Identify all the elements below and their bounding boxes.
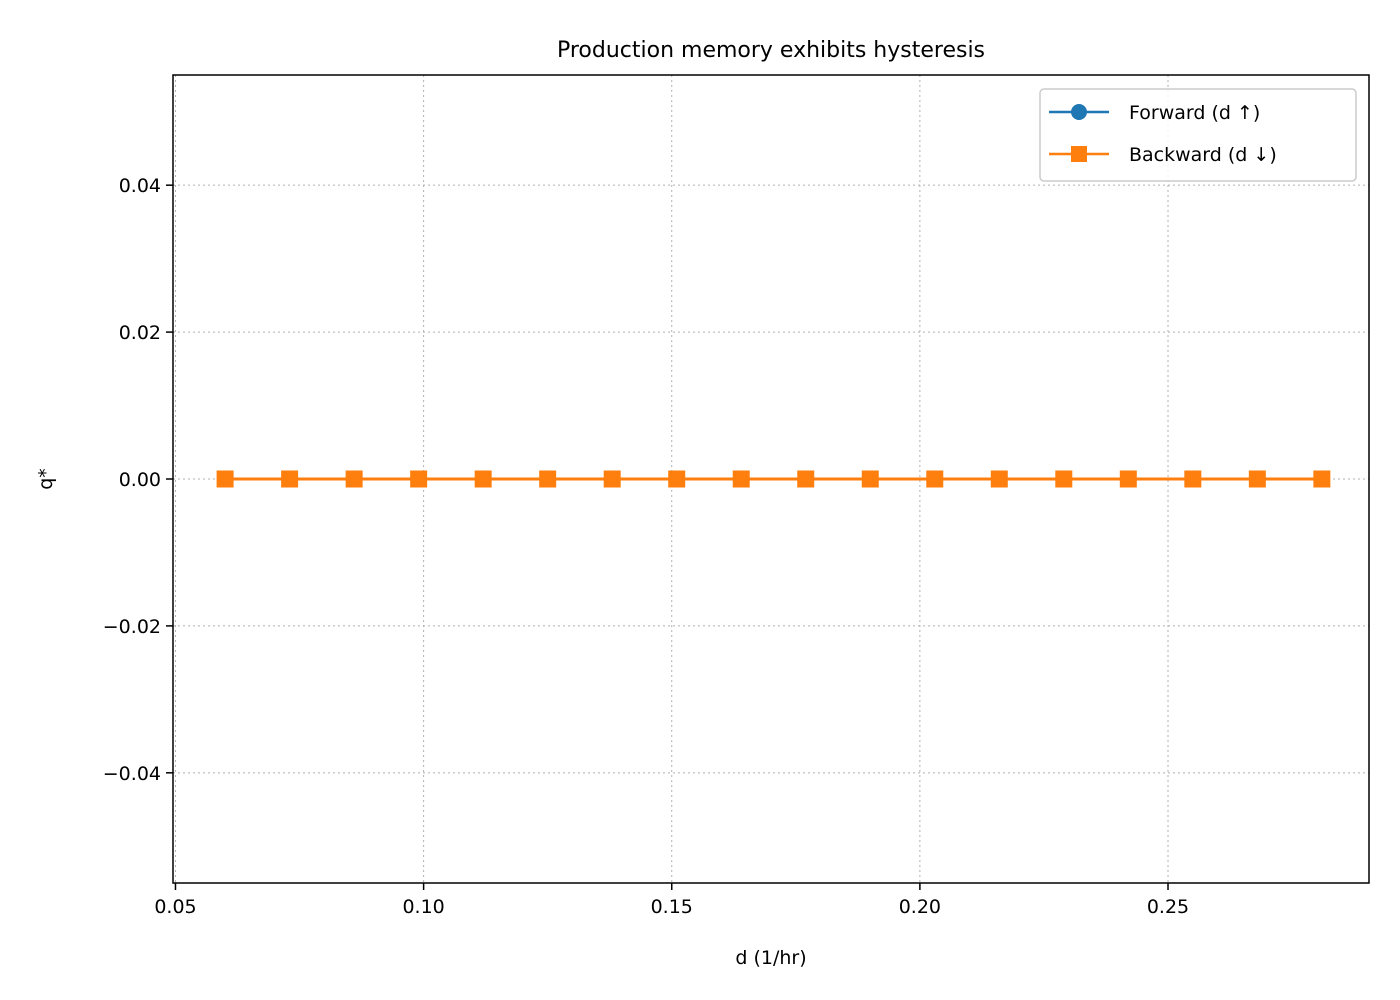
data-point — [474, 470, 492, 488]
y-tick-label: 0.02 — [119, 322, 161, 344]
legend-label-forward: Forward (d ↑) — [1129, 102, 1260, 124]
x-tick-label: 0.10 — [402, 896, 444, 918]
data-point — [1313, 470, 1331, 488]
y-tick-label: 0.00 — [119, 469, 161, 491]
series-layer — [216, 470, 1331, 488]
data-point — [668, 470, 686, 488]
legend: Forward (d ↑) Backward (d ↓) — [1039, 88, 1357, 182]
x-tick-label: 0.15 — [651, 896, 693, 918]
legend-label-backward: Backward (d ↓) — [1129, 144, 1277, 166]
x-axis-ticks: 0.05 0.10 0.15 0.20 0.25 — [154, 883, 1189, 918]
data-point — [1184, 470, 1202, 488]
data-point — [216, 470, 234, 488]
series-1 — [216, 470, 1331, 488]
data-point — [1248, 470, 1266, 488]
data-point — [345, 470, 363, 488]
x-tick-label: 0.20 — [899, 896, 941, 918]
data-point — [1119, 470, 1137, 488]
legend-marker-forward — [1071, 104, 1087, 120]
x-tick-label: 0.25 — [1147, 896, 1189, 918]
data-point — [990, 470, 1008, 488]
y-axis-label: q* — [35, 468, 57, 490]
chart-title: Production memory exhibits hysteresis — [557, 38, 985, 63]
data-point — [281, 470, 299, 488]
y-tick-label: −0.04 — [103, 763, 161, 785]
x-axis-label: d (1/hr) — [735, 947, 806, 969]
legend-marker-backward — [1071, 146, 1087, 162]
y-tick-label: −0.02 — [103, 616, 161, 638]
legend-box — [1039, 88, 1357, 182]
data-point — [410, 470, 428, 488]
y-tick-label: 0.04 — [119, 175, 161, 197]
data-point — [1055, 470, 1073, 488]
y-axis-ticks: 0.04 0.02 0.00 −0.02 −0.04 — [103, 175, 173, 785]
data-point — [926, 470, 944, 488]
data-point — [603, 470, 621, 488]
data-point — [539, 470, 557, 488]
data-point — [797, 470, 815, 488]
data-point — [861, 470, 879, 488]
x-tick-label: 0.05 — [154, 896, 196, 918]
data-point — [732, 470, 750, 488]
